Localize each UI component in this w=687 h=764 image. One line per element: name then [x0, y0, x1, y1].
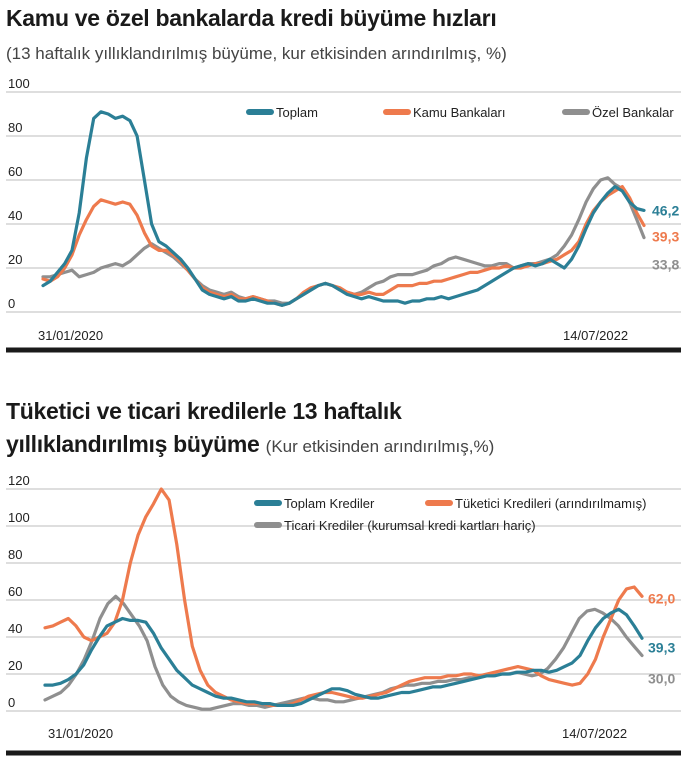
chart1-legend: Toplam Kamu Bankaları Özel Bankalar [246, 105, 674, 120]
c1-y-tick-40: 40 [8, 208, 22, 223]
legend-label-toplam-krediler: Toplam Krediler [284, 496, 375, 511]
c2-y-tick-0: 0 [8, 695, 15, 710]
c2-series-line-1 [43, 487, 644, 707]
legend-label-toplam: Toplam [276, 105, 318, 120]
chart1-plot: 0 20 40 60 80 100 31/01/2020 14/07/2022 Topla… [6, 76, 681, 353]
chart1-subtitle: (13 haftalık yıllıklandırılmış büyüme, k… [6, 44, 507, 63]
chart2-end-label-ticari: 30,0 [648, 671, 675, 687]
chart2-end-label-tuketici: 62,0 [648, 590, 675, 606]
legend-label-ozel: Özel Bankalar [592, 105, 674, 120]
chart1-grid [6, 91, 681, 313]
c2-y-tick-120: 120 [8, 473, 30, 488]
chart1-end-label-toplam: 46,2 [652, 202, 679, 218]
c1-y-tick-20: 20 [8, 252, 22, 267]
chart1-title: Kamu ve özel bankalarda kredi büyüme hız… [6, 5, 497, 31]
c1-y-tick-60: 60 [8, 164, 22, 179]
legend-label-kamu: Kamu Bankaları [413, 105, 506, 120]
chart2-series [43, 487, 644, 711]
chart2-end-label-toplam: 39,3 [648, 639, 675, 655]
c1-series-line-1 [41, 184, 646, 307]
chart1-y-axis: 0 20 40 60 80 100 [8, 76, 30, 311]
c2-y-tick-100: 100 [8, 510, 30, 525]
chart2-plot: 0 20 40 60 80 100 120 31/01/2020 14/07/2022 To… [6, 473, 681, 756]
chart2-y-axis: 0 20 40 60 80 100 120 [8, 473, 30, 710]
chart2-legend: Toplam Krediler Tüketici Kredileri (arın… [254, 496, 646, 533]
chart2-x-tick-start: 31/01/2020 [48, 726, 113, 741]
c2-y-tick-60: 60 [8, 584, 22, 599]
chart2-title: Tüketici ve ticari kredilerle 13 haftalı… [6, 398, 402, 424]
chart1-series [41, 110, 646, 307]
c1-y-tick-80: 80 [8, 120, 22, 135]
c2-series-line-0 [43, 607, 644, 707]
chart2-title-line2: yıllıklandırılmış büyüme (Kur etkisinden… [6, 431, 494, 458]
chart1-end-label-ozel: 33,8 [652, 257, 679, 273]
chart2-x-tick-end: 14/07/2022 [562, 726, 627, 741]
c2-y-tick-40: 40 [8, 621, 22, 636]
c1-series-line-0 [41, 110, 646, 307]
c2-series-line-2 [43, 594, 644, 711]
c1-series-line-2 [41, 176, 646, 305]
legend-label-ticari: Ticari Krediler (kurumsal kredi kartları… [284, 518, 536, 533]
chart1-x-tick-start: 31/01/2020 [38, 328, 103, 343]
legend-label-tuketici: Tüketici Kredileri (arındırılmamış) [455, 496, 646, 511]
c2-y-tick-20: 20 [8, 658, 22, 673]
c2-y-tick-80: 80 [8, 547, 22, 562]
chart2-title-line2-text: yıllıklandırılmış büyüme [6, 431, 260, 457]
c1-y-tick-100: 100 [8, 76, 30, 91]
chart1-end-label-kamu: 39,3 [652, 229, 679, 245]
chart2-subtitle: (Kur etkisinden arındırılmış,%) [265, 437, 495, 456]
chart1-x-tick-end: 14/07/2022 [563, 328, 628, 343]
c1-y-tick-0: 0 [8, 296, 15, 311]
